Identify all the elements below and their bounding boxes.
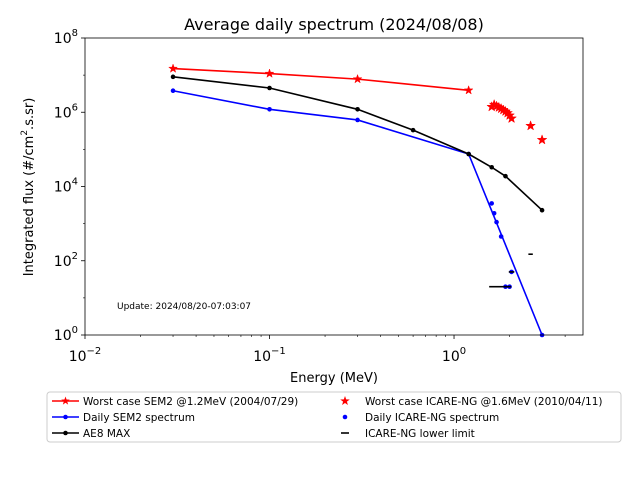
y-tick-label: 100 [54, 325, 78, 344]
y-tick-label: 106 [54, 102, 78, 121]
series-2-point [267, 85, 272, 91]
series-0-point [264, 68, 275, 78]
legend-box [46, 391, 622, 443]
chart-legend: Worst case SEM2 @1.2MeV (2004/07/29) Dail… [46, 391, 622, 443]
y-tick-label: 104 [54, 177, 78, 196]
legend-handle-marker [63, 414, 68, 420]
series-1-point [170, 88, 176, 94]
legend-handle-marker [63, 430, 68, 436]
series-0-point [352, 73, 363, 84]
series-2-point [355, 107, 360, 112]
series-1-line [172, 89, 543, 336]
series-2-point [410, 127, 416, 133]
legend-label: Daily SEM2 spectrum [83, 412, 195, 424]
series-4-point [491, 210, 497, 216]
y-tick-label: 102 [54, 251, 78, 270]
plot-frame [84, 37, 584, 336]
x-tick-label: 10−2 [69, 346, 102, 365]
x-tick-label: 100 [442, 346, 466, 365]
legend-handle-marker [340, 396, 350, 406]
x-tick-label: 10−1 [253, 346, 286, 365]
series-2-point [539, 207, 545, 213]
update-annotation: Update: 2024/08/20-07:03:07 [117, 302, 251, 312]
y-axis-label-main: Integrated flux (#/cm [22, 136, 37, 277]
series-0-point [463, 85, 474, 95]
chart-title: Average daily spectrum (2024/08/08) [184, 15, 484, 34]
legend-label: ICARE-NG lower limit [365, 428, 475, 440]
legend-label: Worst case SEM2 @1.2MeV (2004/07/29) [83, 396, 298, 408]
y-axis-label-unit: .s.sr) [22, 98, 37, 130]
series-2-point [489, 164, 494, 170]
legend-label: Worst case ICARE-NG @1.6MeV (2010/04/11) [365, 396, 603, 408]
series-3-point [536, 134, 548, 145]
series-1-point [355, 117, 360, 123]
legend-label: Daily ICARE-NG spectrum [365, 412, 499, 424]
legend-handle-marker [342, 414, 348, 420]
series-4-point [489, 201, 494, 206]
x-axis-label: Energy (MeV) [290, 371, 378, 386]
y-axis-label: Integrated flux (#/cm2.s.sr) [20, 98, 37, 277]
y-tick-label: 108 [54, 28, 78, 47]
plot-area: 10−2 10−1 100 100 102 104 106 108 Update: 2024/0… [54, 28, 584, 365]
series-2-point [503, 173, 508, 179]
legend-handle-marker [61, 396, 70, 405]
legend-label: AE8 MAX [83, 428, 130, 440]
series-4-point [498, 234, 504, 239]
series-group [168, 63, 548, 338]
series-2-point [170, 74, 176, 80]
series-2-point [466, 151, 471, 157]
series-3-point [506, 112, 518, 124]
series-1-point [267, 107, 272, 112]
series-2-line [172, 76, 543, 211]
series-4-point [494, 219, 499, 225]
series-0-point [168, 63, 179, 73]
series-0-line [172, 67, 469, 92]
series-3-point [525, 120, 537, 131]
y-axis-label-superscript: 2 [20, 130, 30, 136]
